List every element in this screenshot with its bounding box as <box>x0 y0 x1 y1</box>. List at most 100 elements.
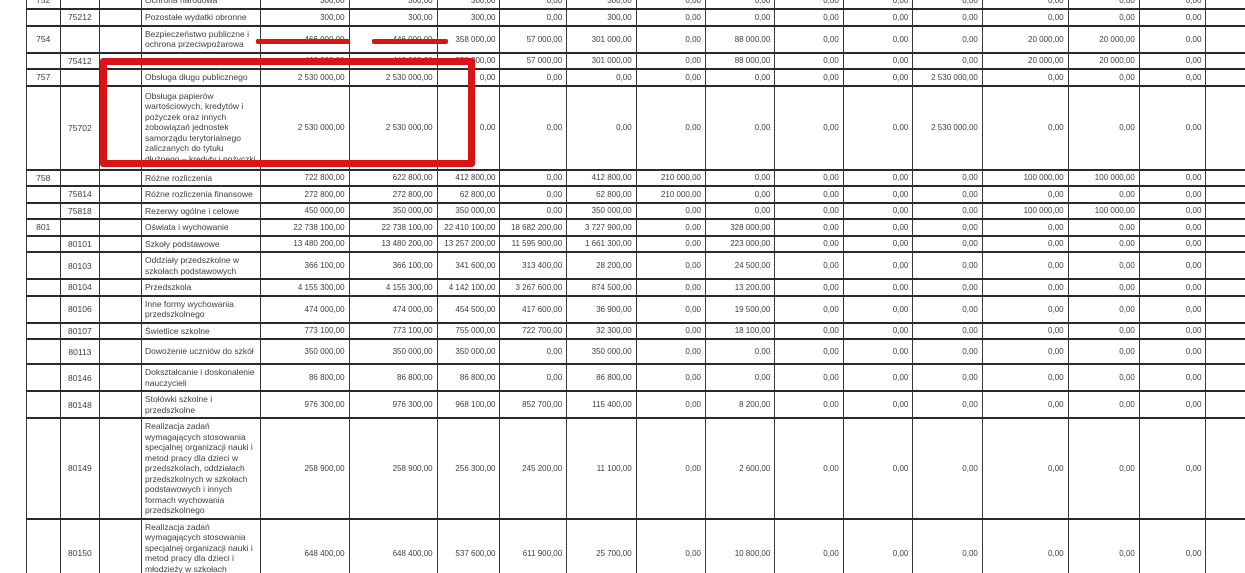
cell-value: 0,00 <box>912 251 983 280</box>
cell-value: 773 100,00 <box>259 322 350 340</box>
cell-value: 0,00 <box>436 68 501 86</box>
cell-name: Przedszkola <box>141 278 261 296</box>
cell-paragraf <box>99 278 143 296</box>
cell-clipped-edge <box>1205 8 1245 26</box>
cell-value: 258 900,00 <box>348 417 438 519</box>
cell-value: 874 500,00 <box>566 278 637 296</box>
cell-value: 446 000,00 <box>348 25 438 53</box>
cell-value: 622 800,00 <box>348 169 438 187</box>
cell-value: 0,00 <box>912 390 983 419</box>
cell-value: 0,00 <box>774 202 844 220</box>
cell-value: 0,00 <box>1067 185 1140 203</box>
cell-value: 0,00 <box>774 68 844 86</box>
cell-value: 0,00 <box>842 85 914 170</box>
cell-rozdzial: 80146 <box>59 363 101 392</box>
cell-name: Pozostałe wydatki obronne <box>141 8 261 26</box>
cell-dzial <box>26 417 61 519</box>
cell-value: 466 000,00 <box>259 25 350 53</box>
cell-value: 11 595 900,00 <box>499 235 568 253</box>
table-row: 754 Bezpieczeństwo publiczne i ochrona pr… <box>26 25 1245 53</box>
cell-value: 0,00 <box>1067 0 1140 10</box>
cell-value: 968 100,00 <box>436 390 501 419</box>
cell-value: 0,00 <box>1138 518 1207 573</box>
cell-paragraf <box>99 417 143 519</box>
budget-table: 752Ochrona narodowa300,00300,00300,000,0… <box>26 0 1245 573</box>
cell-rozdzial: 80107 <box>59 322 101 340</box>
cell-value: 0,00 <box>842 202 914 220</box>
cell-value: 0,00 <box>499 363 568 392</box>
cell-name: Realizacja zadań wymagających stosowania… <box>141 417 261 519</box>
cell-rozdzial <box>59 0 101 10</box>
table-row: 80148 Stołówki szkolne i przedszkolne 976 … <box>26 390 1245 419</box>
cell-rozdzial: 80104 <box>59 278 101 296</box>
cell-value: 272 800,00 <box>259 185 350 203</box>
cell-clipped-edge <box>1205 218 1245 236</box>
cell-value: 0,00 <box>981 235 1069 253</box>
cell-value: 0,00 <box>842 218 914 236</box>
cell-value: 100 000,00 <box>1067 202 1140 220</box>
cell-clipped-edge <box>1205 338 1245 365</box>
cell-value: 0,00 <box>842 185 914 203</box>
cell-clipped-edge <box>1205 363 1245 392</box>
cell-clipped-edge <box>1205 518 1245 573</box>
cell-value: 100 000,00 <box>981 169 1069 187</box>
cell-value: 0,00 <box>774 8 844 26</box>
cell-value: 86 800,00 <box>259 363 350 392</box>
table-row: 80106 Inne formy wychowania przedszkolneg… <box>26 295 1245 323</box>
cell-value: 245 200,00 <box>499 417 568 519</box>
cell-value: 300,00 <box>259 0 350 10</box>
cell-paragraf <box>99 185 143 203</box>
cell-value: 0,00 <box>981 85 1069 170</box>
cell-clipped-edge <box>1205 322 1245 340</box>
cell-name: Szkoły podstawowe <box>141 235 261 253</box>
cell-value: 13 480 200,00 <box>348 235 438 253</box>
cell-value: 0,00 <box>981 518 1069 573</box>
cell-value: 4 155 300,00 <box>259 278 350 296</box>
cell-value: 0,00 <box>704 68 776 86</box>
cell-value: 350 000,00 <box>436 202 501 220</box>
cell-value: 210 000,00 <box>635 169 706 187</box>
cell-value: 0,00 <box>635 338 706 365</box>
cell-value: 100 000,00 <box>981 202 1069 220</box>
cell-value: 0,00 <box>635 390 706 419</box>
cell-value: 32 300,00 <box>566 322 637 340</box>
cell-value: 537 600,00 <box>436 518 501 573</box>
cell-value: 0,00 <box>912 278 983 296</box>
cell-name: Ochrona narodowa <box>141 0 261 10</box>
budget-table-body: 752Ochrona narodowa300,00300,00300,000,0… <box>26 0 1245 573</box>
cell-value: 0,00 <box>1067 235 1140 253</box>
cell-value: 976 300,00 <box>259 390 350 419</box>
cell-clipped-edge <box>1205 295 1245 323</box>
cell-value: 0,00 <box>1067 518 1140 573</box>
cell-value: 350 000,00 <box>436 338 501 365</box>
cell-clipped-edge <box>1205 390 1245 419</box>
cell-value: 13 200,00 <box>704 278 776 296</box>
cell-value: 755 000,00 <box>436 322 501 340</box>
cell-value: 0,00 <box>1138 251 1207 280</box>
cell-value: 350 000,00 <box>259 338 350 365</box>
cell-value: 0,00 <box>1067 8 1140 26</box>
cell-value: 88 000,00 <box>704 25 776 53</box>
cell-dzial: 757 <box>26 68 61 86</box>
cell-paragraf <box>99 68 143 86</box>
cell-clipped-edge <box>1205 169 1245 187</box>
cell-value: 36 900,00 <box>566 295 637 323</box>
cell-paragraf <box>99 8 143 26</box>
table-row: 80104 Przedszkola 4 155 300,00 4 155 300,00… <box>26 278 1245 296</box>
cell-value: 722 800,00 <box>259 169 350 187</box>
cell-paragraf <box>99 251 143 280</box>
cell-value: 0,00 <box>842 322 914 340</box>
cell-value: 20 000,00 <box>981 25 1069 53</box>
cell-value: 0,00 <box>704 363 776 392</box>
cell-paragraf <box>99 390 143 419</box>
cell-value: 301 000,00 <box>566 25 637 53</box>
cell-clipped-edge <box>1205 68 1245 86</box>
cell-value: 300,00 <box>259 8 350 26</box>
cell-value: 350 000,00 <box>348 202 438 220</box>
cell-value: 0,00 <box>912 218 983 236</box>
table-row: 75702 Obsługa papierów wartościowych, kre… <box>26 85 1245 170</box>
cell-value: 412 800,00 <box>566 169 637 187</box>
cell-value: 0,00 <box>566 68 637 86</box>
cell-value: 0,00 <box>774 0 844 10</box>
